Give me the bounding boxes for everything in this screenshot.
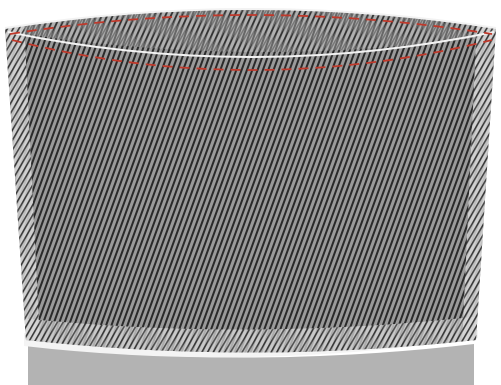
right-edge-shading <box>462 20 496 345</box>
lower-stitch-line <box>11 39 493 71</box>
bottom-band <box>28 344 474 385</box>
bottom-band-highlight <box>24 330 478 358</box>
top-edge-outline <box>4 8 497 29</box>
left-edge-shading <box>5 20 40 345</box>
waistband-seam <box>7 31 495 58</box>
top-stitch-line <box>9 14 493 35</box>
hem-shading <box>20 316 482 353</box>
